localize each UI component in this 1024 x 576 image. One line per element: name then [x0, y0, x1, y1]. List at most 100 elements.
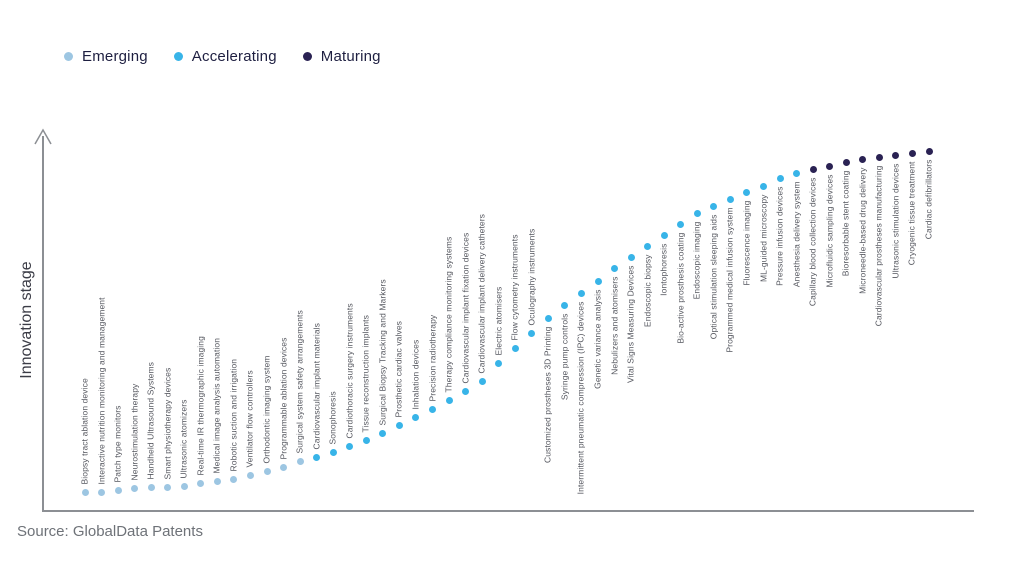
- legend-label: Maturing: [320, 48, 381, 65]
- data-point-dot: [180, 483, 188, 491]
- data-point-dot: [263, 468, 271, 476]
- maturing-dot-icon: [302, 52, 312, 61]
- data-point-label: Surgical system safety arrangements: [294, 310, 305, 454]
- data-point-label: Fluorescence imaging: [741, 200, 752, 286]
- data-point-label: Cardiovascular prostheses manufacturing: [873, 165, 884, 326]
- data-point-dot: [793, 169, 801, 177]
- data-point-dot: [296, 458, 304, 466]
- data-point-dot: [412, 414, 420, 422]
- data-point-label: Sonophoresis: [327, 391, 338, 445]
- data-point-dot: [346, 443, 354, 451]
- source-note: Source: GlobalData Patents: [17, 523, 203, 540]
- data-point-dot: [577, 290, 585, 298]
- legend-item-maturing: Maturing: [302, 48, 381, 65]
- data-point-dot: [147, 484, 155, 492]
- data-point-label: Cardiovascular implant fixation devices: [460, 232, 471, 384]
- data-point-label: Medical image analysis automation: [211, 338, 222, 474]
- data-point-label: Biopsy tract ablation device: [79, 377, 90, 484]
- chart-legend: Emerging Accelerating Maturing: [64, 48, 381, 65]
- y-axis-arrow-icon: [34, 128, 52, 145]
- data-point-dot: [395, 422, 403, 430]
- data-point-label: Tissue reconstruction implants: [360, 315, 371, 433]
- data-point-dot: [842, 159, 850, 167]
- y-axis-line: [42, 136, 44, 511]
- data-point-dot: [379, 430, 387, 438]
- legend-item-accelerating: Accelerating: [173, 48, 277, 65]
- data-point-dot: [660, 231, 668, 239]
- data-point-label: Bio-active prosthesis coating: [675, 232, 686, 344]
- data-point-dot: [875, 153, 883, 161]
- data-point-dot: [429, 406, 437, 414]
- data-point-label: Handheld Ultrasound Systems: [145, 362, 156, 480]
- accelerating-dot-icon: [173, 52, 183, 61]
- data-point-label: Endoscopic biopsy: [642, 254, 653, 327]
- data-point-dot: [925, 147, 933, 155]
- data-point-label: Endoscopic imaging: [691, 221, 702, 299]
- data-point-dot: [445, 397, 453, 405]
- data-point-label: Orthodontic imaging system: [261, 355, 272, 464]
- data-point-dot: [230, 475, 238, 483]
- data-point-label: Cardiac defibrillators: [923, 159, 934, 239]
- data-point-label: Pressure infusion devices: [774, 186, 785, 287]
- data-point-label: Surgical Biopsy Tracking and Markers: [377, 279, 388, 426]
- data-point-label: Ultrasonic atomizers: [178, 399, 189, 479]
- legend-label: Accelerating: [191, 48, 277, 65]
- data-point-dot: [329, 449, 337, 457]
- data-point-label: Prosthetic cardiac valves: [393, 321, 404, 418]
- data-point-label: Anesthesia delivery system: [791, 181, 802, 287]
- data-point-label: Iontophoresis: [658, 243, 669, 296]
- data-point-label: Optical stimulation sleeping aids: [708, 214, 719, 339]
- data-point-dot: [726, 195, 734, 203]
- data-point-dot: [776, 175, 784, 183]
- data-point-label: Therapy compliance monitoring systems: [443, 236, 454, 393]
- data-point-label: Electric atomisers: [493, 286, 504, 356]
- data-point-label: Oculography instruments: [526, 228, 537, 326]
- data-point-dot: [677, 220, 685, 228]
- x-axis-line: [42, 510, 974, 512]
- data-point-label: Smart physiotherapy devices: [162, 367, 173, 480]
- data-point-label: Inhalation devices: [410, 339, 421, 410]
- data-point-dot: [164, 484, 172, 492]
- data-point-label: Ultrasonic stimulation devices: [890, 163, 901, 279]
- data-point-dot: [710, 202, 718, 210]
- data-point-dot: [859, 156, 867, 164]
- data-point-dot: [892, 151, 900, 159]
- data-point-dot: [908, 149, 916, 157]
- data-point-label: Cardiovascular implant delivery catheter…: [476, 213, 487, 374]
- data-point-label: Nebulizers and atomisers: [609, 276, 620, 375]
- data-point-label: Capillary blood collection devices: [807, 177, 818, 306]
- data-point-label: Real-time IR thermographic imaging: [195, 336, 206, 476]
- data-point-label: Genetic variance analysis: [592, 289, 603, 389]
- data-point-dot: [760, 182, 767, 190]
- data-point-label: Precision radiotherapy: [427, 315, 438, 402]
- data-point-dot: [561, 301, 569, 309]
- data-point-dot: [528, 329, 536, 337]
- legend-item-emerging: Emerging: [64, 48, 148, 65]
- data-point-dot: [826, 162, 834, 170]
- data-point-label: Microfluidic sampling devices: [824, 174, 835, 287]
- data-point-dot: [246, 472, 254, 480]
- data-point-dot: [809, 165, 817, 173]
- data-point-label: Vital Signs Measuring Devices: [625, 265, 636, 383]
- data-point-label: Patch type monitors: [112, 405, 123, 483]
- data-point-label: Flow cytometry instruments: [509, 234, 520, 341]
- data-point-label: Cryogenic tissue treatment: [906, 161, 917, 265]
- data-point-dot: [131, 485, 139, 493]
- data-point-dot: [98, 488, 106, 496]
- data-point-label: Bioresorbable stent coating: [840, 170, 851, 277]
- data-point-label: Customized prostheses 3D Printing: [542, 326, 553, 463]
- data-point-dot: [280, 464, 288, 472]
- data-point-dot: [611, 264, 619, 272]
- data-point-label: Microneedle-based drug delivery: [857, 167, 868, 295]
- data-point-dot: [313, 454, 321, 462]
- data-point-dot: [544, 314, 552, 322]
- data-point-dot: [197, 480, 205, 488]
- data-point-label: Interactive nutrition monitoring and man…: [96, 296, 107, 484]
- data-point-label: Programmed medical infusion system: [724, 207, 735, 353]
- data-point-dot: [594, 277, 602, 285]
- emerging-dot-icon: [64, 52, 73, 61]
- data-point-dot: [627, 253, 635, 261]
- data-point-dot: [511, 344, 519, 352]
- data-point-dot: [213, 478, 221, 486]
